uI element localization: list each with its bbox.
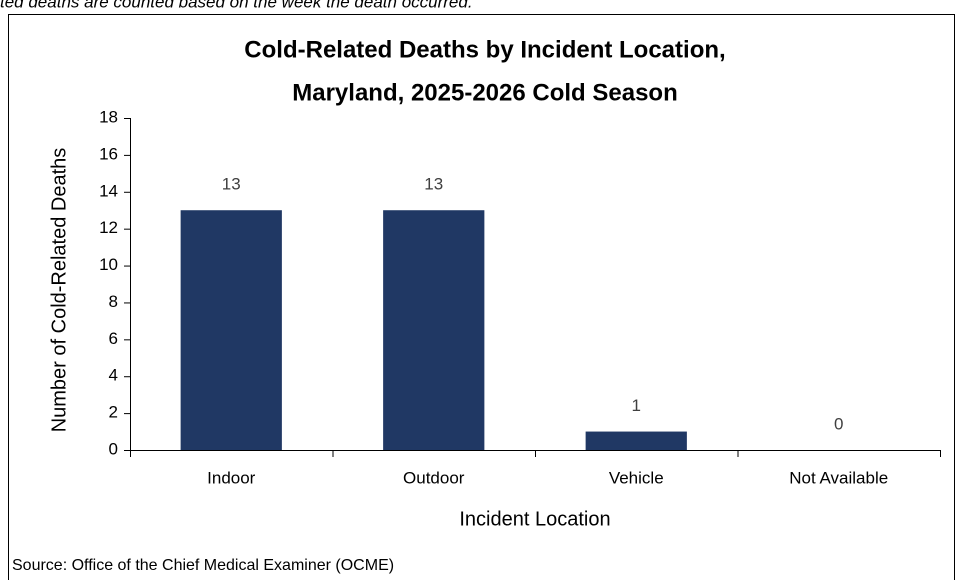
bar	[383, 210, 485, 450]
y-tick-label: 18	[99, 107, 118, 126]
y-tick-label: 10	[99, 255, 118, 274]
chart-title: Cold-Related Deaths by Incident Location…	[244, 36, 725, 63]
x-axis-title: Incident Location	[459, 508, 610, 530]
note: ted deaths are counted based on the week…	[0, 0, 473, 11]
x-tick-label: Not Available	[789, 468, 888, 487]
y-tick-label: 14	[99, 181, 118, 200]
y-tick-label: 8	[109, 292, 118, 311]
y-tick-label: 2	[109, 403, 118, 422]
data-label: 0	[834, 414, 843, 433]
y-axis-title: Number of Cold-Related Deaths	[48, 148, 70, 433]
y-tick-label: 16	[99, 144, 118, 163]
x-tick-label: Indoor	[207, 468, 256, 487]
x-tick-label: Outdoor	[403, 468, 465, 487]
chart-title: Maryland, 2025-2026 Cold Season	[292, 79, 678, 106]
source: Source: Office of the Chief Medical Exam…	[12, 557, 394, 574]
data-label: 1	[632, 396, 641, 415]
y-tick-label: 12	[99, 218, 118, 237]
y-tick-label: 4	[109, 366, 118, 385]
bar	[180, 210, 282, 450]
y-tick-label: 6	[109, 329, 118, 348]
bar	[585, 431, 687, 450]
y-tick-label: 0	[109, 439, 118, 458]
x-tick-label: Vehicle	[609, 468, 664, 487]
data-label: 13	[222, 175, 241, 194]
data-label: 13	[424, 175, 443, 194]
